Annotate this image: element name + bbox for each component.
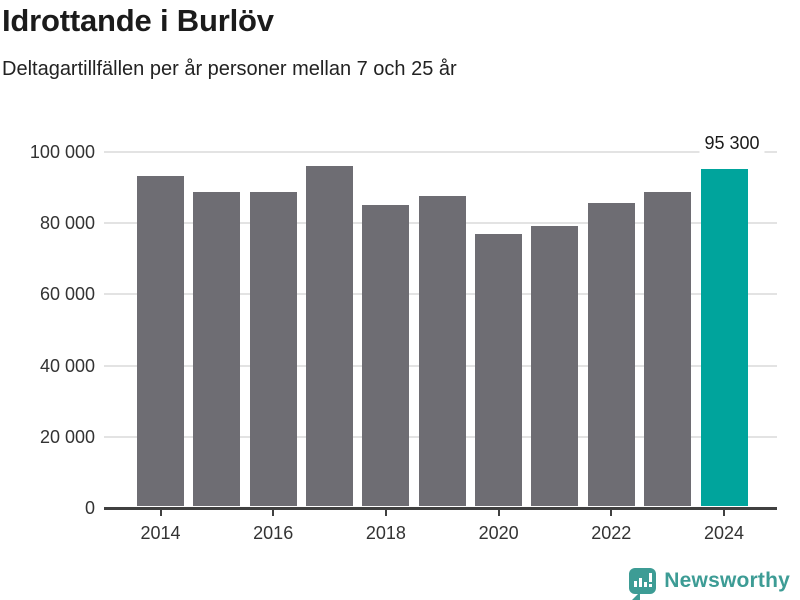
- bar: [587, 203, 635, 507]
- brand-name: Newsworthy: [664, 569, 790, 592]
- x-axis-line: [104, 506, 777, 510]
- y-tick-label: 60 000: [39, 284, 95, 305]
- x-axis-tick: [497, 509, 500, 516]
- x-axis-tick: [723, 509, 725, 516]
- x-axis-tick: [272, 509, 275, 516]
- bar: [306, 165, 354, 507]
- x-axis-tick: [384, 509, 387, 516]
- y-tick-label: 100 000: [29, 142, 95, 162]
- x-tick-label: 2020: [478, 523, 519, 543]
- bar: [644, 191, 692, 507]
- highlight-value-label: 95 300: [699, 133, 765, 153]
- bar: [531, 226, 579, 507]
- bar: [137, 176, 184, 507]
- bar: [249, 191, 297, 507]
- bar: [475, 233, 523, 507]
- y-tick-label: 40 000: [39, 355, 95, 376]
- newsworthy-logo-icon: [629, 568, 657, 600]
- newsworthy-brand-link[interactable]: Newsworthy: [629, 565, 790, 600]
- x-axis-tick: [159, 509, 162, 516]
- bar: [193, 191, 241, 507]
- x-tick-label: 2024: [703, 523, 745, 543]
- y-tick-label: 80 000: [39, 213, 95, 234]
- bar-highlight: [700, 168, 748, 507]
- x-tick-label: 2016: [253, 523, 294, 543]
- gridline: [104, 151, 777, 153]
- x-tick-label: 2018: [365, 523, 406, 543]
- x-tick-label: 2014: [140, 523, 181, 543]
- page-subtitle: Deltagartillfällen per år personer mella…: [2, 58, 457, 80]
- x-tick-label: 2022: [591, 523, 632, 543]
- page-title: Idrottande i Burlöv: [2, 3, 274, 38]
- y-tick-label: 0: [84, 498, 95, 518]
- x-axis-tick: [610, 509, 613, 516]
- y-tick-label: 20 000: [39, 426, 95, 447]
- bar: [362, 205, 410, 507]
- bar: [418, 196, 466, 507]
